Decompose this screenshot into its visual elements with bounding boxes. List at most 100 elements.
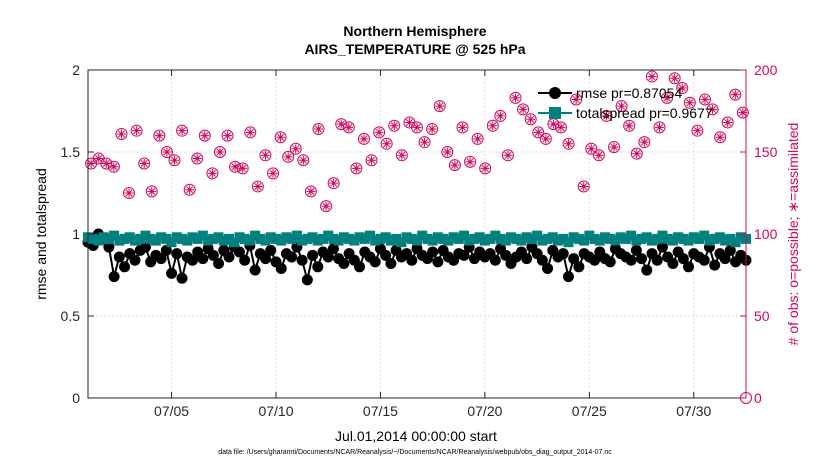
- obs-possible-point: [532, 126, 545, 139]
- rmse-point: [233, 246, 245, 258]
- obs-possible-point: [168, 154, 181, 167]
- totalspread-point: [464, 235, 475, 246]
- totalspread-point: [704, 235, 715, 246]
- totalspread-point: [365, 230, 375, 241]
- obs-possible-point: [350, 162, 363, 175]
- totalspread-point: [735, 232, 746, 243]
- obs-possible-point: [267, 167, 280, 180]
- obs-possible-point: [441, 146, 454, 158]
- obs-possible-point: [191, 152, 204, 165]
- rmse-point: [625, 254, 637, 266]
- totalspread-point: [291, 230, 302, 241]
- obs-assimilated-point: [708, 104, 718, 114]
- obs-possible-point: [426, 123, 439, 136]
- totalspread-point: [600, 232, 610, 243]
- obs-possible-point: [562, 137, 575, 150]
- totalspread-point: [192, 233, 203, 244]
- rmse-point: [166, 267, 178, 279]
- obs-possible-point: [342, 121, 355, 134]
- obs-possible-point: [297, 154, 310, 167]
- totalspread-point: [224, 233, 234, 244]
- obs-assimilated-point: [503, 150, 513, 160]
- totalspread-point: [119, 233, 130, 244]
- rmse-point: [709, 259, 721, 271]
- rmse-point: [296, 254, 308, 266]
- obs-assimilated-point: [109, 162, 119, 172]
- obs-assimilated-point: [389, 121, 399, 131]
- y-tick-label-left: 1.5: [61, 144, 81, 160]
- rmse-point: [322, 251, 334, 263]
- rmse-point: [589, 254, 601, 266]
- obs-assimilated-point: [723, 117, 733, 127]
- obs-assimilated-point: [601, 111, 611, 121]
- obs-assimilated-point: [177, 126, 187, 136]
- totalspread-point: [500, 235, 511, 246]
- totalspread-point: [375, 233, 386, 244]
- rmse-point: [223, 251, 235, 263]
- obs-possible-point: [213, 146, 226, 158]
- obs-possible-point: [721, 116, 734, 129]
- rmse-point: [207, 249, 219, 261]
- totalspread-point: [427, 235, 438, 246]
- totalspread-point: [98, 232, 109, 243]
- obs-possible-point: [539, 132, 552, 145]
- totalspread-point: [380, 232, 391, 243]
- rmse-point: [719, 253, 731, 265]
- totalspread-point: [338, 232, 349, 243]
- obs-assimilated-point: [154, 131, 164, 141]
- obs-assimilated-point: [571, 95, 581, 105]
- totalspread-point: [156, 232, 167, 243]
- legend-rmse-marker: [549, 87, 561, 99]
- obs-assimilated-point: [564, 139, 574, 149]
- rmse-point: [385, 258, 397, 270]
- obs-assimilated-point: [412, 122, 422, 132]
- totalspread-point: [255, 233, 266, 244]
- y-tick-label-left: 0: [72, 390, 80, 406]
- obs-assimilated-point: [223, 131, 233, 141]
- rmse-point: [641, 264, 653, 276]
- rmse-point: [604, 256, 616, 268]
- obs-assimilated-point: [382, 139, 392, 149]
- totalspread-point: [135, 233, 146, 244]
- obs-possible-point: [312, 123, 325, 136]
- obs-assimilated-point: [283, 152, 293, 162]
- totalspread-point: [610, 235, 621, 246]
- obs-possible-point: [448, 159, 461, 172]
- obs-possible-point: [592, 149, 605, 162]
- obs-assimilated-point: [253, 181, 263, 191]
- totalspread-point: [568, 232, 579, 243]
- x-tick-label: 07/05: [154, 403, 189, 419]
- rmse-point: [406, 254, 418, 266]
- obs-assimilated-point: [541, 134, 551, 144]
- obs-possible-point: [160, 146, 173, 158]
- obs-assimilated-point: [495, 111, 505, 121]
- obs-possible-point: [645, 70, 658, 83]
- obs-assimilated-point: [329, 178, 339, 188]
- obs-assimilated-point: [465, 157, 475, 167]
- obs-assimilated-point: [192, 154, 202, 164]
- totalspread-point: [208, 233, 219, 244]
- obs-assimilated-point: [685, 98, 695, 108]
- totalspread-point: [558, 233, 569, 244]
- totalspread-point: [197, 230, 208, 241]
- obs-assimilated-point: [101, 158, 111, 168]
- totalspread-point: [385, 235, 396, 246]
- totalspread-point: [495, 233, 506, 244]
- totalspread-point: [657, 230, 668, 241]
- obs-assimilated-point: [200, 131, 210, 141]
- obs-assimilated-point: [351, 163, 361, 173]
- obs-possible-point: [289, 142, 302, 155]
- totalspread-point: [88, 233, 99, 244]
- rmse-point: [176, 272, 188, 284]
- obs-assimilated-point: [397, 150, 407, 160]
- rmse-point: [630, 244, 642, 256]
- obs-possible-point: [304, 185, 317, 198]
- totalspread-point: [396, 237, 407, 248]
- totalspread-point: [542, 233, 553, 244]
- totalspread-point: [417, 230, 428, 241]
- y-tick-label-left: 1: [72, 226, 80, 242]
- rmse-point: [369, 256, 381, 268]
- obs-possible-point: [100, 157, 113, 170]
- obs-possible-point: [736, 106, 749, 119]
- totalspread-point: [265, 232, 276, 243]
